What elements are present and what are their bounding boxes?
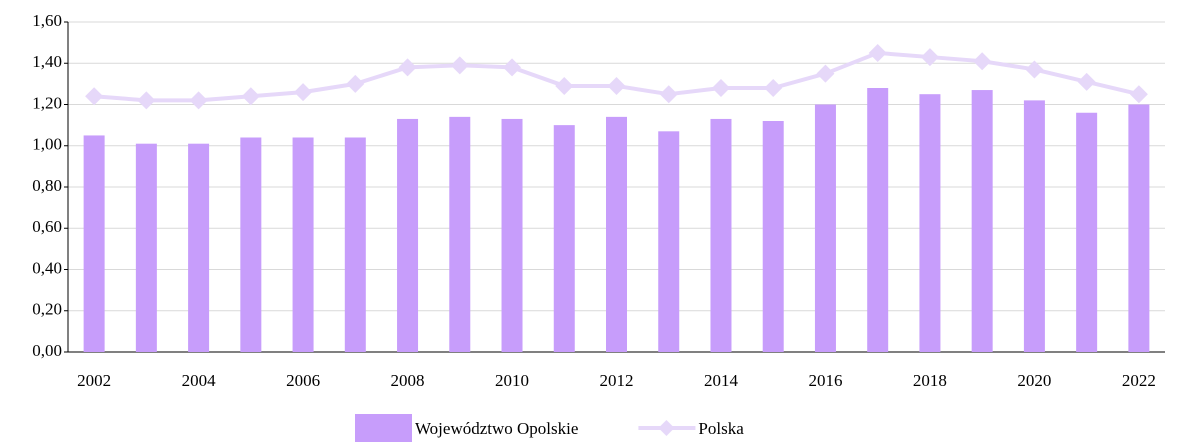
line-marker: [816, 64, 835, 83]
bar: [449, 116, 471, 352]
line-marker: [241, 87, 260, 106]
line-marker: [659, 85, 678, 104]
bar: [971, 90, 993, 352]
legend-swatch: [658, 420, 675, 436]
line-marker: [555, 76, 574, 95]
x-tick-label: 2022: [1122, 371, 1156, 390]
x-tick-label: 2010: [495, 371, 529, 390]
line-marker: [711, 79, 730, 97]
bar: [83, 135, 105, 352]
x-tick-label: 2016: [808, 371, 842, 390]
line-marker: [764, 79, 783, 97]
y-tick-label: 0,40: [32, 258, 62, 277]
bar: [553, 125, 575, 352]
bar: [344, 137, 366, 352]
x-tick-label: 2006: [286, 371, 320, 390]
y-tick-label: 0,80: [32, 176, 62, 195]
line-marker: [1129, 85, 1148, 104]
y-tick-label: 1,20: [32, 93, 62, 112]
x-tick-label: 2020: [1017, 371, 1051, 390]
x-tick-label: 2004: [182, 371, 217, 390]
y-tick-label: 1,60: [32, 11, 62, 30]
bar: [1023, 100, 1045, 352]
bar: [188, 143, 210, 352]
line-marker: [189, 91, 208, 110]
x-tick-label: 2014: [704, 371, 739, 390]
x-tick-label: 2018: [913, 371, 947, 390]
bar: [397, 118, 419, 352]
line-marker: [346, 74, 365, 93]
x-tick-label: 2012: [600, 371, 634, 390]
x-tick-label: 2008: [391, 371, 425, 390]
y-tick-label: 0,20: [32, 300, 62, 319]
legend-label: Województwo Opolskie: [415, 419, 578, 438]
y-tick-label: 0,00: [32, 341, 62, 360]
bar: [501, 118, 523, 352]
line-marker: [1025, 60, 1044, 79]
bar: [762, 121, 784, 352]
line-marker: [868, 43, 887, 62]
x-tick-label: 2002: [77, 371, 111, 390]
bar: [1076, 112, 1098, 352]
y-tick-label: 1,40: [32, 52, 62, 71]
bar: [710, 118, 732, 352]
line-marker: [398, 58, 417, 77]
line-marker: [1077, 72, 1096, 91]
bar: [919, 94, 941, 352]
legend-swatch: [355, 414, 412, 442]
bar: [867, 88, 889, 352]
line-marker: [920, 48, 939, 67]
bar: [240, 137, 262, 352]
line-marker: [450, 56, 469, 75]
bar: [1128, 104, 1150, 352]
y-tick-label: 1,00: [32, 135, 62, 154]
line-marker: [85, 87, 104, 106]
legend-label: Polska: [698, 419, 744, 438]
y-tick-label: 0,60: [32, 217, 62, 236]
bar: [814, 104, 836, 352]
line-marker: [973, 52, 992, 71]
line-marker: [294, 83, 313, 102]
bar: [606, 116, 627, 352]
bar: [292, 137, 314, 352]
bar: [658, 131, 680, 352]
line-marker: [503, 58, 522, 77]
line-marker: [137, 91, 156, 110]
bar: [135, 143, 157, 352]
line-marker: [607, 76, 626, 95]
